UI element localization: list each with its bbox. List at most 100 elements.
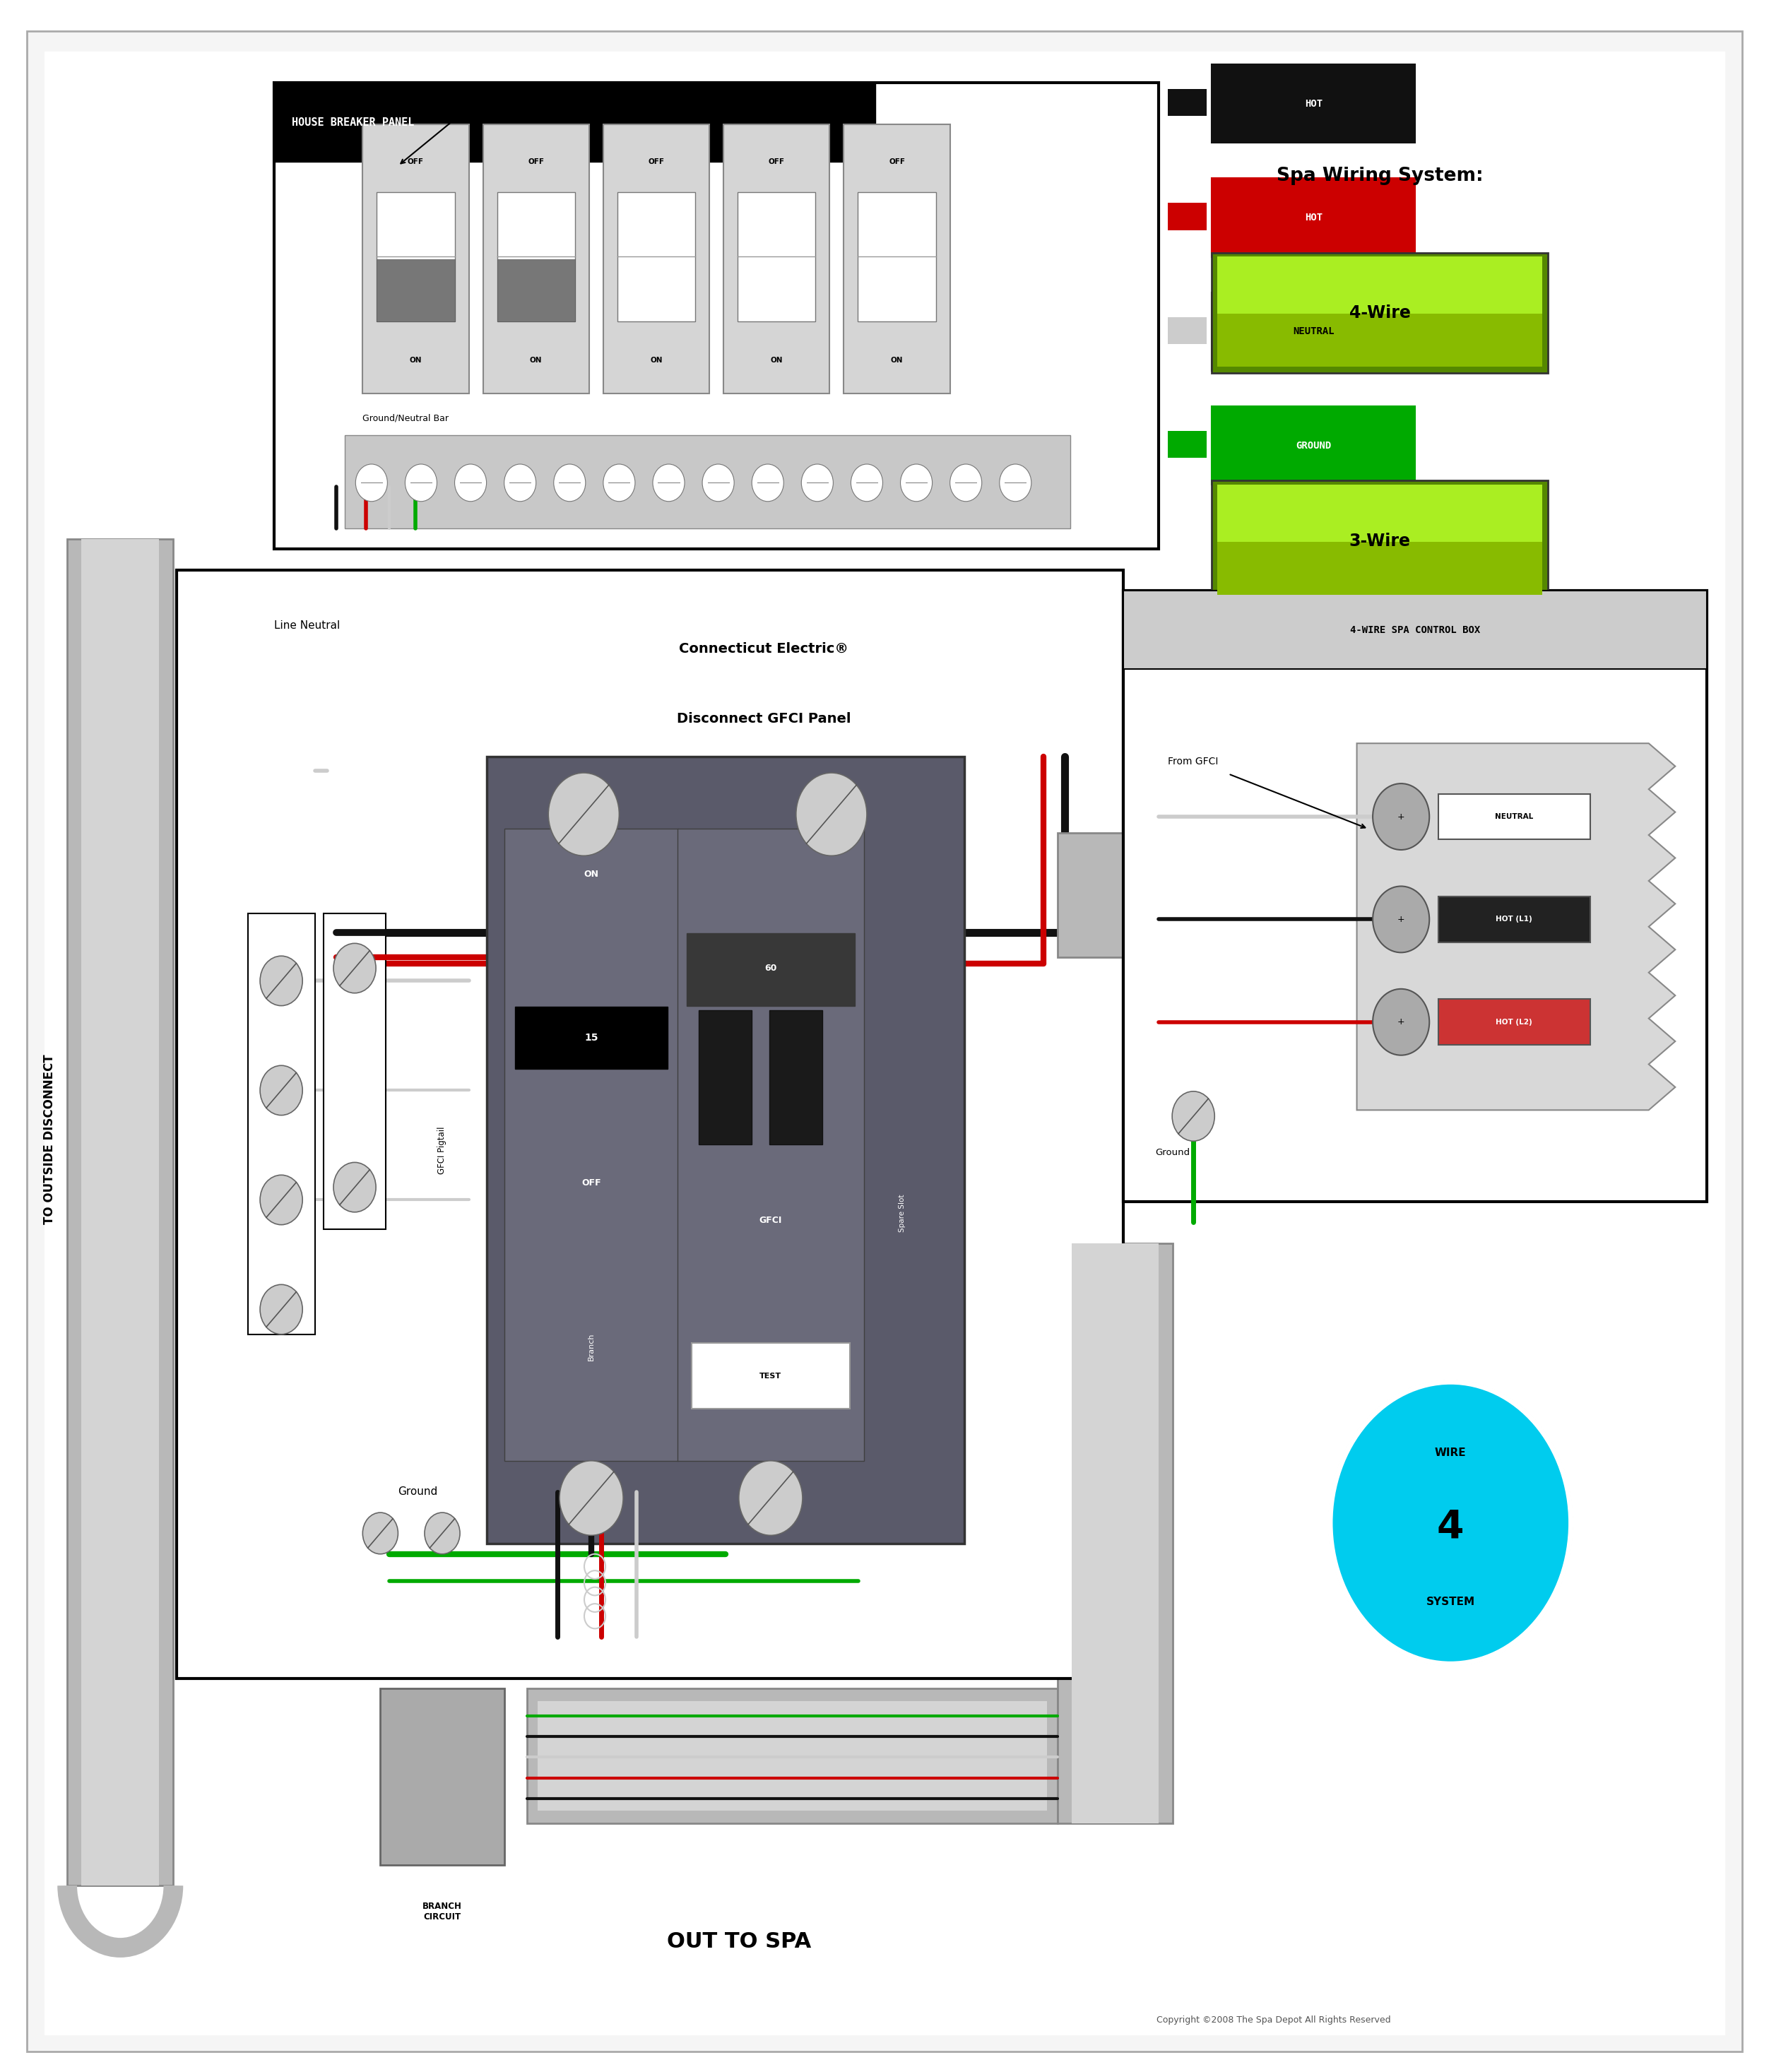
Bar bbox=[1217, 541, 1543, 595]
Bar bbox=[497, 193, 575, 321]
Circle shape bbox=[356, 464, 387, 501]
Circle shape bbox=[653, 464, 685, 501]
Text: 4-Wire: 4-Wire bbox=[1350, 305, 1410, 321]
Bar bbox=[504, 829, 679, 1461]
Text: ON: ON bbox=[892, 356, 902, 365]
Bar bbox=[1058, 1243, 1173, 1823]
Circle shape bbox=[739, 1461, 803, 1535]
Bar bbox=[1438, 999, 1590, 1044]
Bar bbox=[1123, 591, 1707, 1202]
Text: Copyright ©2008 The Spa Depot All Rights Reserved: Copyright ©2008 The Spa Depot All Rights… bbox=[1157, 2016, 1390, 2024]
Text: ON: ON bbox=[410, 356, 421, 365]
Bar bbox=[483, 124, 589, 394]
Bar bbox=[274, 83, 876, 162]
Bar bbox=[1168, 431, 1206, 458]
Bar bbox=[692, 1343, 849, 1409]
Text: OUT TO SPA: OUT TO SPA bbox=[667, 1931, 812, 1952]
Text: +: + bbox=[1398, 1017, 1405, 1026]
Bar bbox=[603, 124, 709, 394]
Text: NEUTRAL: NEUTRAL bbox=[1293, 327, 1334, 336]
Circle shape bbox=[260, 955, 302, 1005]
Text: Branch: Branch bbox=[587, 1332, 594, 1361]
Circle shape bbox=[455, 464, 486, 501]
Bar bbox=[678, 829, 863, 1461]
Circle shape bbox=[1373, 887, 1429, 953]
Bar bbox=[497, 259, 575, 321]
Circle shape bbox=[603, 464, 635, 501]
Bar bbox=[1217, 485, 1543, 547]
Bar bbox=[1438, 897, 1590, 943]
Text: Feed Breaker
(to match spa's amp load): Feed Breaker (to match spa's amp load) bbox=[681, 104, 798, 124]
Text: HOT: HOT bbox=[1304, 213, 1323, 222]
Text: SYSTEM: SYSTEM bbox=[1426, 1595, 1475, 1608]
Bar bbox=[1168, 89, 1206, 116]
Bar bbox=[1212, 292, 1415, 371]
Bar bbox=[1438, 794, 1590, 839]
Bar bbox=[617, 193, 695, 321]
Circle shape bbox=[425, 1513, 460, 1554]
Text: +: + bbox=[1398, 812, 1405, 821]
Bar bbox=[686, 932, 854, 1005]
Text: Ground: Ground bbox=[1155, 1148, 1191, 1158]
Text: Disconnect GFCI Panel: Disconnect GFCI Panel bbox=[676, 713, 851, 725]
Text: Connecticut Electric®: Connecticut Electric® bbox=[679, 642, 849, 655]
Bar bbox=[1212, 64, 1415, 143]
Text: 4-WIRE SPA CONTROL BOX: 4-WIRE SPA CONTROL BOX bbox=[1350, 626, 1481, 634]
Text: OFF: OFF bbox=[647, 157, 665, 166]
Polygon shape bbox=[1357, 744, 1675, 1111]
Bar bbox=[248, 914, 315, 1334]
Text: GFCI: GFCI bbox=[759, 1216, 782, 1225]
Bar bbox=[1058, 833, 1212, 957]
Text: OFF: OFF bbox=[582, 1179, 601, 1187]
Bar bbox=[380, 1689, 504, 1865]
Circle shape bbox=[405, 464, 437, 501]
Bar bbox=[363, 124, 469, 394]
Text: 60: 60 bbox=[764, 963, 777, 974]
Circle shape bbox=[260, 1065, 302, 1115]
Text: ON: ON bbox=[584, 870, 598, 879]
Bar bbox=[1217, 313, 1543, 367]
Circle shape bbox=[548, 773, 619, 856]
Text: From GFCI: From GFCI bbox=[1168, 756, 1219, 767]
Bar bbox=[527, 1689, 1058, 1823]
Bar bbox=[324, 914, 386, 1229]
Text: 3-Wire: 3-Wire bbox=[1350, 533, 1410, 549]
Text: HOT (L1): HOT (L1) bbox=[1497, 916, 1532, 922]
Bar bbox=[1212, 481, 1548, 601]
Bar bbox=[538, 1701, 1047, 1811]
Text: OFF: OFF bbox=[888, 157, 906, 166]
Bar bbox=[67, 539, 173, 1886]
Text: OFF: OFF bbox=[527, 157, 545, 166]
Bar bbox=[844, 124, 950, 394]
Text: ON: ON bbox=[771, 356, 782, 365]
Circle shape bbox=[702, 464, 734, 501]
Circle shape bbox=[363, 1513, 398, 1554]
Text: ON: ON bbox=[531, 356, 541, 365]
Bar bbox=[1072, 1243, 1159, 1823]
Bar bbox=[1168, 317, 1206, 344]
Bar bbox=[738, 193, 816, 321]
Text: +: + bbox=[1398, 914, 1405, 924]
Bar bbox=[1168, 203, 1206, 230]
Text: GFCI Pigtail: GFCI Pigtail bbox=[437, 1125, 448, 1175]
Bar bbox=[486, 756, 964, 1544]
Circle shape bbox=[504, 464, 536, 501]
Circle shape bbox=[333, 943, 375, 992]
Circle shape bbox=[950, 464, 982, 501]
Text: HOT (L2): HOT (L2) bbox=[1497, 1019, 1532, 1026]
Circle shape bbox=[999, 464, 1031, 501]
Text: 15: 15 bbox=[584, 1034, 598, 1042]
Circle shape bbox=[260, 1285, 302, 1334]
Text: Ground: Ground bbox=[398, 1486, 437, 1498]
Text: OFF: OFF bbox=[407, 157, 425, 166]
Text: TO OUTSIDE DISCONNECT: TO OUTSIDE DISCONNECT bbox=[42, 1055, 57, 1225]
Text: (Loads up to 60A, or less): (Loads up to 60A, or less) bbox=[701, 789, 826, 798]
Text: OFF: OFF bbox=[768, 157, 785, 166]
Text: Spare Slot: Spare Slot bbox=[899, 1193, 906, 1233]
Circle shape bbox=[851, 464, 883, 501]
Bar bbox=[724, 124, 830, 394]
Circle shape bbox=[1173, 1092, 1215, 1142]
Text: Ground/Neutral Bar: Ground/Neutral Bar bbox=[363, 414, 449, 423]
Bar bbox=[1217, 257, 1543, 319]
Bar bbox=[1212, 253, 1548, 373]
